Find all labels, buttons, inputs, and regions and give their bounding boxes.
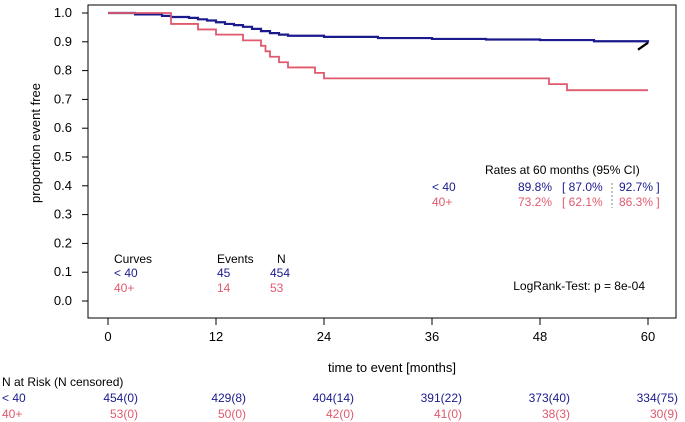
risk-group-lt40: < 40: [2, 391, 26, 405]
risk-value-lt40: 429(8): [211, 391, 246, 405]
n-header: N: [277, 252, 286, 266]
y-tick-label: 0.2: [54, 235, 72, 250]
risk-value-lt40: 373(40): [529, 391, 570, 405]
y-tick-label: 0.4: [54, 178, 72, 193]
y-tick-label: 0.7: [54, 91, 72, 106]
plot-frame: [87, 4, 677, 319]
curves-header: Curves: [114, 252, 152, 266]
rates-ci-low: [ 62.1%: [562, 195, 603, 209]
y-tick-label: 0.9: [54, 34, 72, 49]
y-tick-label: 0.8: [54, 63, 72, 78]
risk-value-ge40: 30(9): [650, 407, 678, 421]
risk-table-title: N at Risk (N censored): [2, 375, 123, 389]
risk-value-lt40: 404(14): [313, 391, 354, 405]
rates-row-lt40: < 40 89.8% [ 87.0% 92.7% ]: [432, 180, 660, 194]
y-axis: 0.0 0.1 0.2 0.3 0.4 0.5 0.6 0.7 0.8 0.9 1.0: [54, 5, 88, 308]
events-header: Events: [217, 252, 254, 266]
y-tick-label: 0.6: [54, 120, 72, 135]
x-tick-label: 12: [209, 329, 223, 344]
risk-group-ge40: 40+: [2, 407, 22, 421]
legend-curve-ge40: 40+: [114, 281, 134, 295]
legend-curve-lt40: < 40: [114, 266, 138, 280]
x-tick-label: 48: [533, 329, 547, 344]
risk-value-lt40: 334(75): [637, 391, 678, 405]
rates-title: Rates at 60 months (95% CI): [485, 163, 640, 177]
risk-value-ge40: 50(0): [218, 407, 246, 421]
rates-value: 89.8%: [518, 180, 552, 194]
legend-n-ge40: 53: [270, 281, 284, 295]
y-axis-label: proportion event free: [28, 83, 43, 203]
risk-value-ge40: 42(0): [326, 407, 354, 421]
risk-value-ge40: 53(0): [110, 407, 138, 421]
risk-value-ge40: 38(3): [542, 407, 570, 421]
y-tick-label: 1.0: [54, 5, 72, 20]
legend-events-lt40: 45: [217, 266, 231, 280]
x-tick-label: 24: [317, 329, 331, 344]
y-tick-label: 0.1: [54, 264, 72, 279]
rates-group: 40+: [432, 195, 452, 209]
x-tick-label: 36: [425, 329, 439, 344]
logrank-label: LogRank-Test: p = 8e-04: [513, 279, 645, 293]
x-axis-label: time to event [months]: [328, 360, 456, 375]
y-tick-label: 0.5: [54, 149, 72, 164]
rates-ci-high: 86.3% ]: [619, 195, 660, 209]
x-tick-label: 60: [641, 329, 655, 344]
risk-value-ge40: 41(0): [434, 407, 462, 421]
x-tick-label: 0: [104, 329, 111, 344]
survival-curve-lt40: [108, 11, 650, 43]
survival-curves: [108, 11, 650, 92]
rates-ci-low: [ 87.0%: [562, 180, 603, 194]
risk-value-lt40: 391(22): [421, 391, 462, 405]
censor-mark: [637, 41, 649, 51]
rates-value: 73.2%: [518, 195, 552, 209]
risk-value-lt40: 454(0): [103, 391, 138, 405]
rates-group: < 40: [432, 180, 456, 194]
x-axis: 0 12 24 36 48 60: [104, 318, 655, 344]
survival-curve-ge40: [108, 12, 648, 92]
legend-events-ge40: 14: [217, 281, 231, 295]
rates-ci-high: 92.7% ]: [619, 180, 660, 194]
rates-row-ge40: 40+ 73.2% [ 62.1% 86.3% ]: [432, 195, 660, 209]
risk-table-values: 454(0) 429(8) 404(14) 391(22) 373(40) 334(75)…: [103, 391, 678, 421]
legend-n-lt40: 454: [270, 266, 290, 280]
curves-legend: Curves Events N < 40 45 454 40+ 14 53: [114, 252, 290, 295]
y-tick-label: 0.3: [54, 207, 72, 222]
y-tick-label: 0.0: [54, 293, 72, 308]
